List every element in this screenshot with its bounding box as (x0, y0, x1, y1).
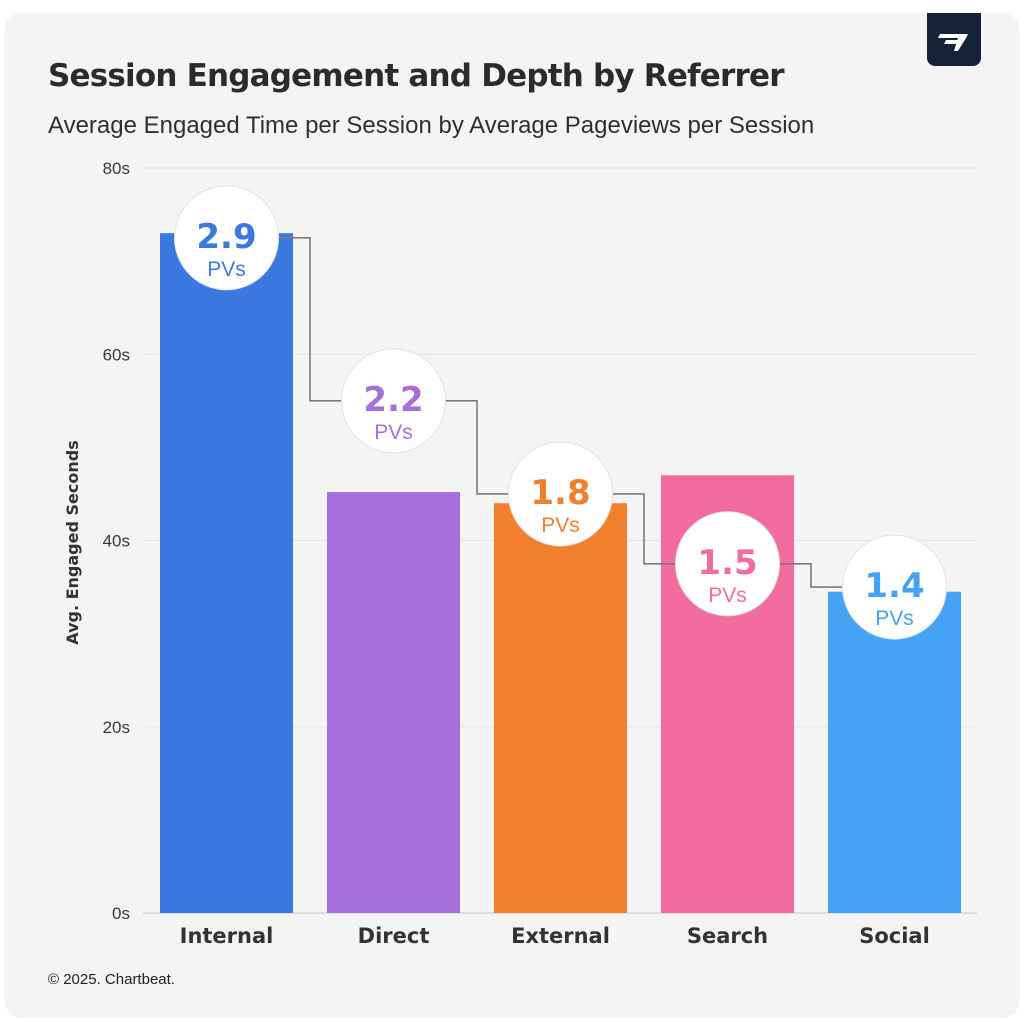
x-tick-label: Direct (358, 924, 430, 948)
x-tick-label: Search (687, 924, 768, 948)
chart-subtitle: Average Engaged Time per Session by Aver… (48, 112, 815, 139)
pageviews-marker (675, 511, 780, 617)
x-tick-label: External (511, 924, 610, 948)
pageviews-unit-label: PVs (374, 421, 413, 444)
pageviews-marker (341, 348, 446, 454)
pageviews-marker (842, 534, 947, 640)
y-axis-label: Avg. Engaged Seconds (63, 440, 82, 644)
y-tick-label: 40s (103, 532, 130, 551)
chartbeat-logo-icon (927, 13, 981, 66)
pageviews-value-label: 1.5 (697, 543, 757, 583)
pageviews-value-label: 2.9 (196, 217, 256, 257)
pageviews-unit-label: PVs (708, 584, 747, 607)
copyright-footer: © 2025. Chartbeat. (48, 971, 175, 988)
pageviews-unit-label: PVs (875, 607, 914, 630)
pageviews-marker (508, 441, 613, 547)
y-tick-label: 80s (103, 159, 130, 178)
y-tick-label: 20s (103, 718, 130, 737)
bar (494, 503, 627, 913)
bar (160, 233, 293, 913)
y-tick-label: 0s (112, 904, 130, 923)
x-tick-label: Social (859, 924, 930, 948)
bar (828, 591, 961, 913)
pageviews-unit-label: PVs (207, 258, 246, 281)
y-tick-label: 60s (103, 345, 130, 364)
x-tick-label: Internal (180, 924, 274, 948)
pageviews-marker (174, 185, 279, 291)
pageviews-value-label: 1.8 (530, 473, 590, 513)
pageviews-unit-label: PVs (541, 514, 580, 537)
pageviews-value-label: 1.4 (864, 566, 924, 606)
pageviews-value-label: 2.2 (363, 380, 423, 420)
chart-title: Session Engagement and Depth by Referrer (48, 58, 785, 94)
bar (327, 492, 460, 913)
